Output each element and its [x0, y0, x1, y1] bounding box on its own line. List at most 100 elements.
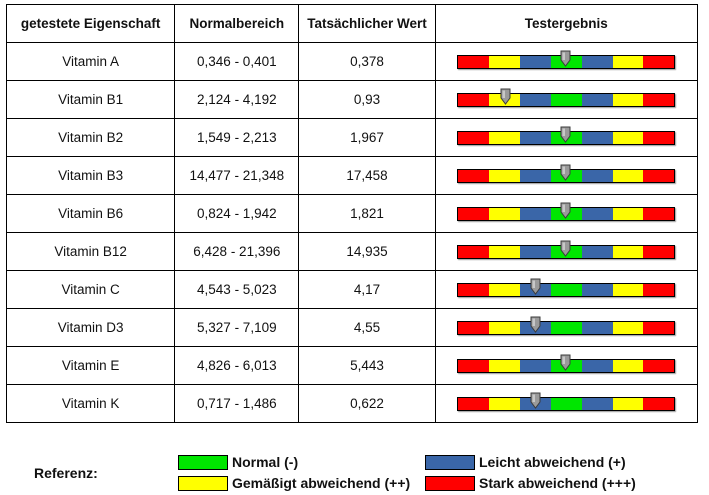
normal-range: 0,346 - 0,401: [174, 42, 300, 81]
result-bar: [457, 88, 676, 107]
property-name: Vitamin B3: [5, 156, 176, 195]
bar-segment-strong-high: [643, 245, 675, 258]
actual-value: 4,17: [298, 270, 436, 309]
header-range: Normalbereich: [174, 4, 300, 43]
table-row: Vitamin C 4,543 - 5,023 4,17: [5, 270, 699, 309]
bar-segment-normal: [550, 93, 582, 106]
result-marker-icon: [530, 392, 541, 409]
table-row: Vitamin E 4,826 - 6,013 5,443: [5, 346, 699, 385]
bar-segment-slight-high: [581, 245, 613, 258]
result-cell: [434, 308, 699, 347]
actual-value: 5,443: [298, 346, 436, 385]
legend-item-strong: Stark abweichend (+++): [425, 475, 636, 491]
table-row: Vitamin D3 5,327 - 7,109 4,55: [5, 308, 699, 347]
bar-segment-strong-low: [458, 207, 490, 220]
result-bar: [457, 354, 676, 373]
result-bar: [457, 316, 676, 335]
property-name: Vitamin B2: [5, 118, 176, 157]
result-cell: [434, 194, 699, 233]
normal-range: 14,477 - 21,348: [174, 156, 300, 195]
result-bar: [457, 392, 676, 411]
legend-item-moderate: Gemäßigt abweichend (++): [178, 475, 410, 491]
normal-range: 4,826 - 6,013: [174, 346, 300, 385]
bar-segment-strong-low: [458, 397, 490, 410]
bar-segment-slight-high: [581, 359, 613, 372]
actual-value: 0,93: [298, 80, 436, 119]
actual-value: 14,935: [298, 232, 436, 271]
normal-range: 1,549 - 2,213: [174, 118, 300, 157]
legend-swatch-strong: [425, 475, 475, 491]
result-cell: [434, 346, 699, 385]
bar-segment-slight-high: [581, 207, 613, 220]
bar-segment-strong-high: [643, 359, 675, 372]
bar-segment-moderate-low: [489, 207, 521, 220]
table-row: Vitamin B2 1,549 - 2,213 1,967: [5, 118, 699, 157]
bar-segment-normal: [550, 397, 582, 410]
legend-title: Referenz:: [34, 465, 98, 481]
result-marker-icon: [500, 88, 511, 105]
property-name: Vitamin B6: [5, 194, 176, 233]
bar-segment-strong-low: [458, 321, 490, 334]
normal-range: 2,124 - 4,192: [174, 80, 300, 119]
legend-label-normal: Normal (-): [232, 454, 299, 470]
bar-segment-moderate-high: [612, 397, 644, 410]
bar-segment-moderate-low: [489, 245, 521, 258]
result-cell: [434, 80, 699, 119]
normal-range: 0,717 - 1,486: [174, 384, 300, 423]
table-row: Vitamin B3 14,477 - 21,348 17,458: [5, 156, 699, 195]
result-cell: [434, 118, 699, 157]
bar-segment-strong-low: [458, 359, 490, 372]
normal-range: 0,824 - 1,942: [174, 194, 300, 233]
bar-segment-strong-low: [458, 283, 490, 296]
bar-segment-slight-high: [581, 397, 613, 410]
result-marker-icon: [560, 50, 571, 67]
header-result: Testergebnis: [434, 4, 699, 43]
table-row: Vitamin K 0,717 - 1,486 0,622: [5, 384, 699, 423]
legend-label-strong: Stark abweichend (+++): [479, 475, 636, 491]
result-bar: [457, 240, 676, 259]
table-header-row: getestete Eigenschaft Normalbereich Tats…: [5, 4, 699, 43]
bar-segment-strong-low: [458, 131, 490, 144]
legend-swatch-slight: [425, 454, 475, 470]
legend-item-slight: Leicht abweichend (+): [425, 454, 626, 470]
property-name: Vitamin A: [5, 42, 176, 81]
table-row: Vitamin B6 0,824 - 1,942 1,821: [5, 194, 699, 233]
actual-value: 0,378: [298, 42, 436, 81]
bar-segment-strong-low: [458, 245, 490, 258]
result-marker-icon: [560, 240, 571, 257]
legend-swatch-moderate: [178, 475, 228, 491]
bar-segment-moderate-low: [489, 131, 521, 144]
bar-segment-moderate-high: [612, 169, 644, 182]
actual-value: 1,967: [298, 118, 436, 157]
property-name: Vitamin E: [5, 346, 176, 385]
results-table: getestete Eigenschaft Normalbereich Tats…: [5, 4, 699, 423]
result-bar: [457, 126, 676, 145]
bar-segment-moderate-high: [612, 359, 644, 372]
bar-segment-strong-high: [643, 131, 675, 144]
bar-segment-slight-low: [520, 169, 551, 182]
result-marker-icon: [560, 126, 571, 143]
bar-segment-moderate-high: [612, 245, 644, 258]
actual-value: 0,622: [298, 384, 436, 423]
bar-segment-strong-high: [643, 207, 675, 220]
table-row: Vitamin A 0,346 - 0,401 0,378: [5, 42, 699, 81]
table-body: Vitamin A 0,346 - 0,401 0,378 Vitamin B1…: [5, 42, 699, 423]
bar-segment-normal: [550, 321, 582, 334]
bar-segment-strong-high: [643, 321, 675, 334]
result-marker-icon: [530, 278, 541, 295]
bar-segment-slight-low: [520, 131, 551, 144]
result-cell: [434, 270, 699, 309]
bar-segment-slight-high: [581, 283, 613, 296]
legend-label-moderate: Gemäßigt abweichend (++): [232, 475, 411, 491]
header-actual: Tatsächlicher Wert: [298, 4, 436, 43]
bar-segment-moderate-high: [612, 55, 644, 68]
bar-segment-moderate-low: [489, 359, 521, 372]
bar-segment-slight-high: [581, 321, 613, 334]
result-marker-icon: [560, 164, 571, 181]
bar-segment-strong-low: [458, 93, 490, 106]
table-row: Vitamin B12 6,428 - 21,396 14,935: [5, 232, 699, 271]
header-property: getestete Eigenschaft: [5, 4, 176, 43]
bar-segment-moderate-high: [612, 93, 644, 106]
legend-item-normal: Normal (-): [178, 454, 298, 470]
bar-segment-moderate-high: [612, 283, 644, 296]
